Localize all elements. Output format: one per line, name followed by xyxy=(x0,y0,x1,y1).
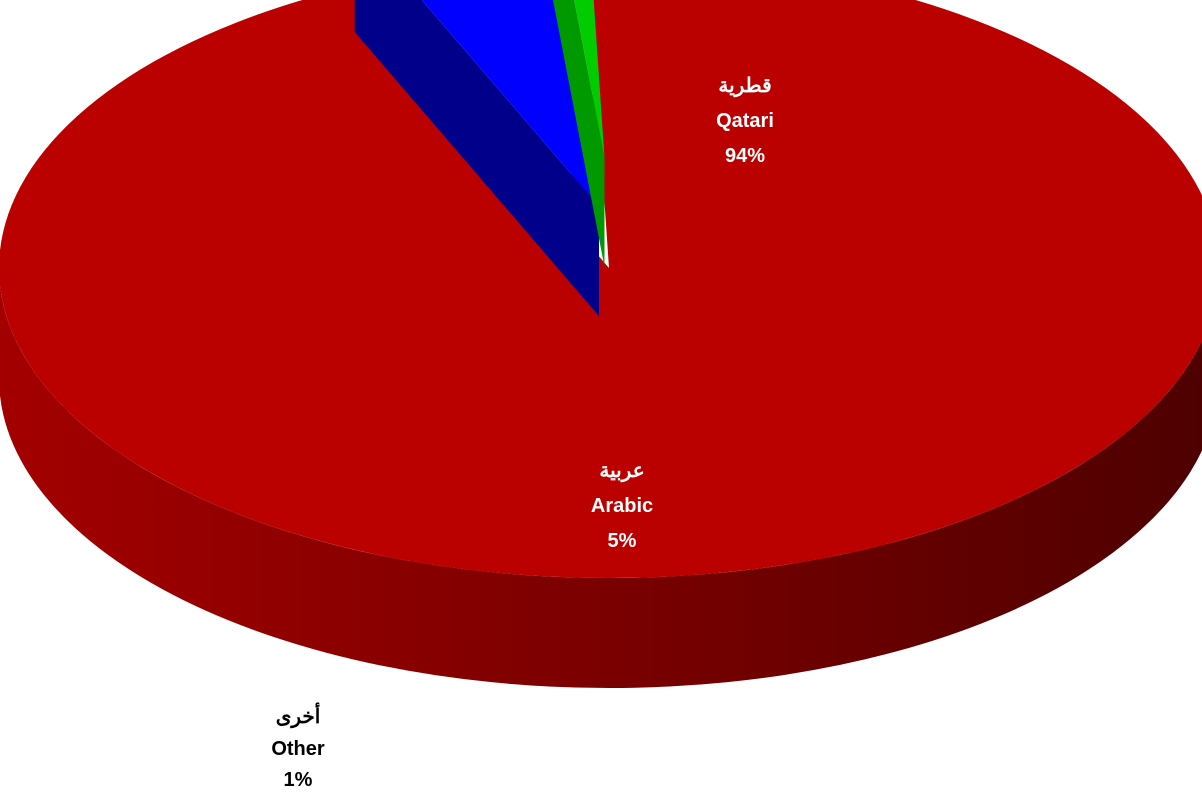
label-other-percent: 1% xyxy=(284,769,313,791)
label-qatari: قطرية Qatari 94% xyxy=(716,75,774,167)
label-qatari-percent: 94% xyxy=(725,145,765,167)
slice-arabic-top xyxy=(421,0,599,207)
slices-layer xyxy=(0,0,1202,689)
slice-other-top xyxy=(574,0,605,157)
label-other-arabic: أخرى xyxy=(276,702,321,729)
slice-qatari-side xyxy=(0,285,1202,689)
label-other-english: Other xyxy=(271,738,325,760)
label-other: أخرى Other 1% xyxy=(271,702,325,791)
label-qatari-arabic: قطرية xyxy=(718,75,771,98)
slice-qatari-top xyxy=(0,0,1202,578)
slice-other-wall-1 xyxy=(586,0,605,267)
label-arabic-percent: 5% xyxy=(608,530,637,552)
slice-other-wall-0 xyxy=(552,0,605,267)
label-arabic: عربية Arabic 5% xyxy=(591,460,653,552)
slice-arabic-wall-0 xyxy=(354,0,599,317)
slice-other xyxy=(552,0,605,267)
slice-qatari xyxy=(0,0,1202,689)
label-arabic-english: Arabic xyxy=(591,495,653,517)
slice-arabic xyxy=(354,0,599,317)
label-qatari-english: Qatari xyxy=(716,110,774,132)
label-arabic-arabic: عربية xyxy=(599,460,644,483)
